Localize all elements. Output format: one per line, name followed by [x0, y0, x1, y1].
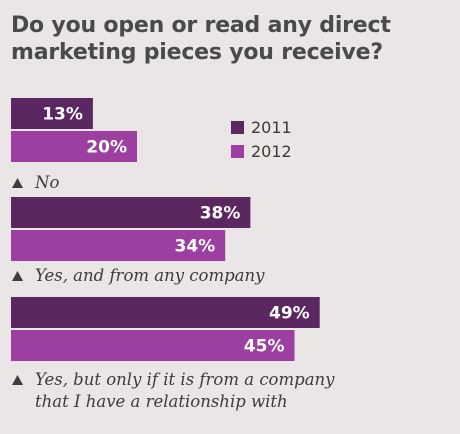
- legend-swatch-2012: [231, 145, 244, 158]
- category-label-1: No: [34, 173, 59, 192]
- legend-swatch-2011: [231, 121, 244, 134]
- category-marker-icon: [12, 271, 23, 281]
- data-label-2011-2: 38%: [200, 204, 241, 224]
- category-label-3: Yes, but only if it is from a company: [35, 370, 335, 389]
- bar-2011-3: [11, 297, 320, 328]
- data-label-2011-3: 49%: [269, 304, 310, 324]
- chart-title: Do you open or read any direct marketing…: [11, 13, 391, 65]
- category-marker-icon: [12, 375, 23, 385]
- bar-2011-2: [11, 197, 251, 228]
- bar-2011-1: [11, 98, 93, 129]
- category-label-2: Yes, and from any company: [35, 266, 265, 285]
- data-label-2012-2: 34%: [174, 237, 215, 257]
- legend-label-2012: 2012: [251, 142, 292, 161]
- bar-2012-1: [11, 131, 137, 162]
- bar-2012-3: [11, 330, 295, 361]
- category-marker-icon: [12, 178, 23, 188]
- category-label-3: that I have a relationship with: [35, 392, 288, 411]
- data-label-2012-3: 45%: [244, 337, 285, 357]
- data-label-2012-1: 20%: [86, 138, 127, 158]
- legend-label-2011: 2011: [251, 118, 292, 137]
- bar-2012-2: [11, 230, 226, 261]
- data-label-2011-1: 13%: [42, 105, 83, 125]
